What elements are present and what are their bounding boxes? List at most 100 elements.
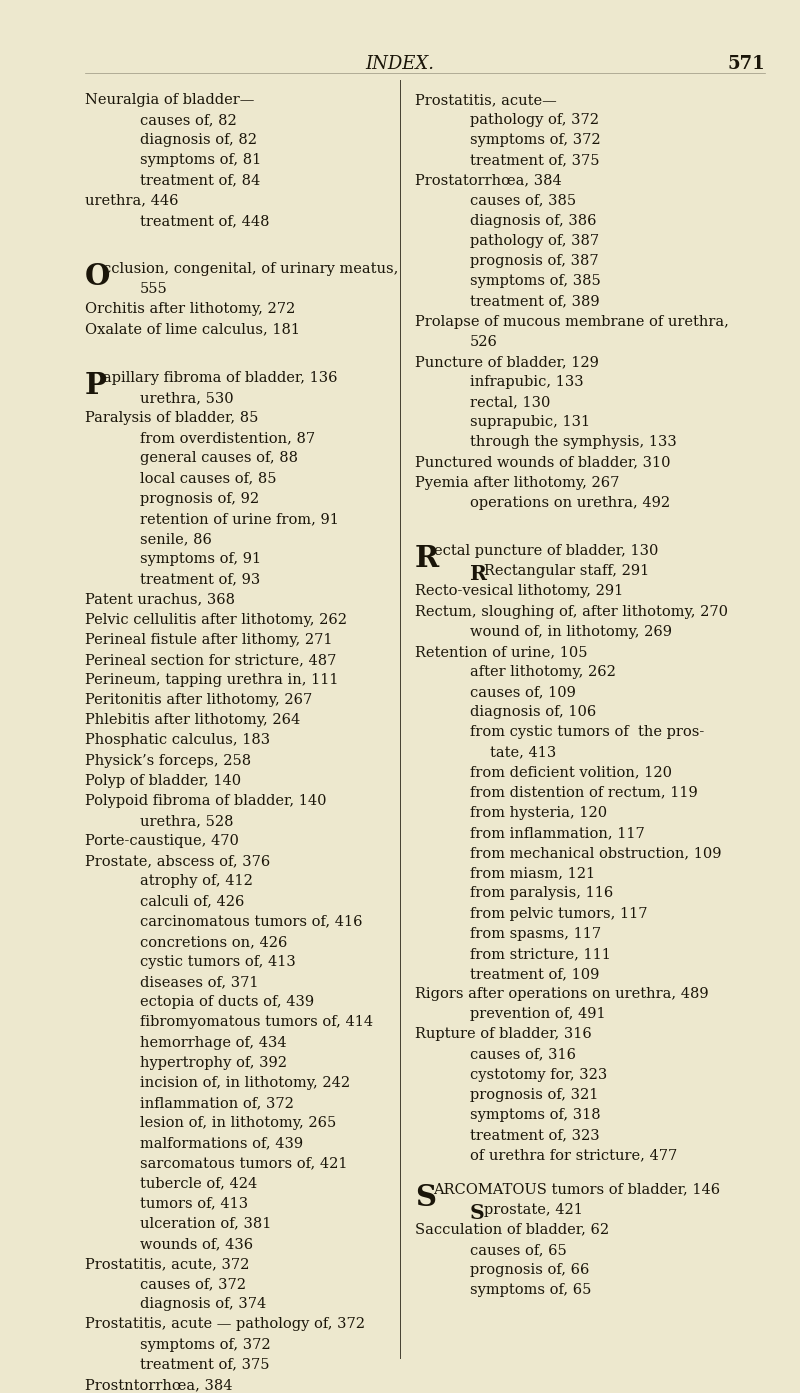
Text: tate, 413: tate, 413 <box>490 745 556 759</box>
Text: causes of, 82: causes of, 82 <box>140 113 237 127</box>
Text: prognosis of, 387: prognosis of, 387 <box>470 254 598 267</box>
Text: S: S <box>415 1183 436 1212</box>
Text: Rupture of bladder, 316: Rupture of bladder, 316 <box>415 1028 592 1042</box>
Text: treatment of, 323: treatment of, 323 <box>470 1128 600 1142</box>
Text: from paralysis, 116: from paralysis, 116 <box>470 886 614 900</box>
Text: causes of, 385: causes of, 385 <box>470 194 576 208</box>
Text: from overdistention, 87: from overdistention, 87 <box>140 432 315 446</box>
Text: hemorrhage of, 434: hemorrhage of, 434 <box>140 1035 286 1049</box>
Text: Paralysis of bladder, 85: Paralysis of bladder, 85 <box>85 411 258 425</box>
Text: Polyp of bladder, 140: Polyp of bladder, 140 <box>85 773 241 787</box>
Text: ectal puncture of bladder, 130: ectal puncture of bladder, 130 <box>434 545 658 559</box>
Text: Oxalate of lime calculus, 181: Oxalate of lime calculus, 181 <box>85 323 300 337</box>
Text: 571: 571 <box>727 54 765 72</box>
Text: wound of, in lithotomy, 269: wound of, in lithotomy, 269 <box>470 624 672 638</box>
Text: Perineal fistule after lithomy, 271: Perineal fistule after lithomy, 271 <box>85 632 333 646</box>
Text: operations on urethra, 492: operations on urethra, 492 <box>470 496 670 510</box>
Text: Phlebitis after lithotomy, 264: Phlebitis after lithotomy, 264 <box>85 713 300 727</box>
Text: prognosis of, 321: prognosis of, 321 <box>470 1088 598 1102</box>
Text: S: S <box>470 1202 485 1223</box>
Text: pathology of, 372: pathology of, 372 <box>470 113 599 127</box>
Text: Physick’s forceps, 258: Physick’s forceps, 258 <box>85 754 251 768</box>
Text: local causes of, 85: local causes of, 85 <box>140 472 277 486</box>
Text: tumors of, 413: tumors of, 413 <box>140 1197 248 1211</box>
Text: 555: 555 <box>140 283 168 297</box>
Text: from miasm, 121: from miasm, 121 <box>470 866 595 880</box>
Text: cystotomy for, 323: cystotomy for, 323 <box>470 1067 607 1082</box>
Text: tubercle of, 424: tubercle of, 424 <box>140 1177 258 1191</box>
Text: Rectum, sloughing of, after lithotomy, 270: Rectum, sloughing of, after lithotomy, 2… <box>415 605 728 618</box>
Text: sarcomatous tumors of, 421: sarcomatous tumors of, 421 <box>140 1156 347 1170</box>
Text: infrapubic, 133: infrapubic, 133 <box>470 375 584 389</box>
Text: 526: 526 <box>470 334 498 348</box>
Text: Rectangular staff, 291: Rectangular staff, 291 <box>484 564 650 578</box>
Text: Orchitis after lithotomy, 272: Orchitis after lithotomy, 272 <box>85 302 295 316</box>
Text: from inflammation, 117: from inflammation, 117 <box>470 826 645 840</box>
Text: treatment of, 389: treatment of, 389 <box>470 294 600 308</box>
Text: urethra, 528: urethra, 528 <box>140 814 234 827</box>
Text: of urethra for stricture, 477: of urethra for stricture, 477 <box>470 1148 678 1162</box>
Text: treatment of, 93: treatment of, 93 <box>140 573 260 586</box>
Text: Rigors after operations on urethra, 489: Rigors after operations on urethra, 489 <box>415 988 709 1002</box>
Text: urethra, 446: urethra, 446 <box>85 194 178 208</box>
Text: P: P <box>85 371 107 400</box>
Text: INDEX.: INDEX. <box>366 54 434 72</box>
Text: from pelvic tumors, 117: from pelvic tumors, 117 <box>470 907 647 921</box>
Text: treatment of, 375: treatment of, 375 <box>470 153 599 167</box>
Text: ulceration of, 381: ulceration of, 381 <box>140 1216 271 1231</box>
Text: Patent urachus, 368: Patent urachus, 368 <box>85 592 235 606</box>
Text: treatment of, 109: treatment of, 109 <box>470 967 599 981</box>
Text: Prostatitis, acute—: Prostatitis, acute— <box>415 93 557 107</box>
Text: through the symphysis, 133: through the symphysis, 133 <box>470 436 677 450</box>
Text: Puncture of bladder, 129: Puncture of bladder, 129 <box>415 355 599 369</box>
Text: symptoms of, 385: symptoms of, 385 <box>470 274 601 288</box>
Text: incision of, in lithotomy, 242: incision of, in lithotomy, 242 <box>140 1075 350 1089</box>
Text: from mechanical obstruction, 109: from mechanical obstruction, 109 <box>470 846 722 861</box>
Text: Prostate, abscess of, 376: Prostate, abscess of, 376 <box>85 854 270 868</box>
Text: fibromyomatous tumors of, 414: fibromyomatous tumors of, 414 <box>140 1015 373 1029</box>
Text: Prostatorrhœa, 384: Prostatorrhœa, 384 <box>415 174 562 188</box>
Text: symptoms of, 91: symptoms of, 91 <box>140 552 261 566</box>
Text: calculi of, 426: calculi of, 426 <box>140 894 244 908</box>
Text: prostate, 421: prostate, 421 <box>484 1202 583 1216</box>
Text: from cystic tumors of  the pros-: from cystic tumors of the pros- <box>470 726 704 740</box>
Text: Polypoid fibroma of bladder, 140: Polypoid fibroma of bladder, 140 <box>85 794 326 808</box>
Text: diagnosis of, 374: diagnosis of, 374 <box>140 1297 266 1311</box>
Text: treatment of, 84: treatment of, 84 <box>140 174 260 188</box>
Text: lesion of, in lithotomy, 265: lesion of, in lithotomy, 265 <box>140 1116 336 1130</box>
Text: concretions on, 426: concretions on, 426 <box>140 935 287 949</box>
Text: ectopia of ducts of, 439: ectopia of ducts of, 439 <box>140 995 314 1009</box>
Text: from distention of rectum, 119: from distention of rectum, 119 <box>470 786 698 800</box>
Text: Prostatitis, acute, 372: Prostatitis, acute, 372 <box>85 1256 250 1270</box>
Text: Prostatitis, acute — pathology of, 372: Prostatitis, acute — pathology of, 372 <box>85 1318 365 1332</box>
Text: from spasms, 117: from spasms, 117 <box>470 926 601 940</box>
Text: symptoms of, 65: symptoms of, 65 <box>470 1283 591 1297</box>
Text: diseases of, 371: diseases of, 371 <box>140 975 258 989</box>
Text: wounds of, 436: wounds of, 436 <box>140 1237 253 1251</box>
Text: causes of, 109: causes of, 109 <box>470 685 576 699</box>
Text: after lithotomy, 262: after lithotomy, 262 <box>470 664 616 678</box>
Text: prevention of, 491: prevention of, 491 <box>470 1007 606 1021</box>
Text: Perineum, tapping urethra in, 111: Perineum, tapping urethra in, 111 <box>85 673 338 687</box>
Text: Recto-vesical lithotomy, 291: Recto-vesical lithotomy, 291 <box>415 585 623 599</box>
Text: ARCOMATOUS tumors of bladder, 146: ARCOMATOUS tumors of bladder, 146 <box>434 1183 721 1197</box>
Text: O: O <box>85 262 110 291</box>
Text: cystic tumors of, 413: cystic tumors of, 413 <box>140 956 296 970</box>
Text: retention of urine from, 91: retention of urine from, 91 <box>140 511 339 527</box>
Text: from hysteria, 120: from hysteria, 120 <box>470 807 607 820</box>
Text: causes of, 372: causes of, 372 <box>140 1277 246 1291</box>
Text: R: R <box>470 564 487 584</box>
Text: Prolapse of mucous membrane of urethra,: Prolapse of mucous membrane of urethra, <box>415 315 729 329</box>
Text: hypertrophy of, 392: hypertrophy of, 392 <box>140 1056 287 1070</box>
Text: from stricture, 111: from stricture, 111 <box>470 947 611 961</box>
Text: Retention of urine, 105: Retention of urine, 105 <box>415 645 587 659</box>
Text: senile, 86: senile, 86 <box>140 532 212 546</box>
Text: Prostntorrhœa, 384: Prostntorrhœa, 384 <box>85 1378 233 1392</box>
Text: Porte-caustique, 470: Porte-caustique, 470 <box>85 834 239 848</box>
Text: treatment of, 448: treatment of, 448 <box>140 215 270 228</box>
Text: pathology of, 387: pathology of, 387 <box>470 234 599 248</box>
Text: carcinomatous tumors of, 416: carcinomatous tumors of, 416 <box>140 915 362 929</box>
Text: Sacculation of bladder, 62: Sacculation of bladder, 62 <box>415 1223 609 1237</box>
Text: from deficient volition, 120: from deficient volition, 120 <box>470 766 672 780</box>
Text: Phosphatic calculus, 183: Phosphatic calculus, 183 <box>85 734 270 748</box>
